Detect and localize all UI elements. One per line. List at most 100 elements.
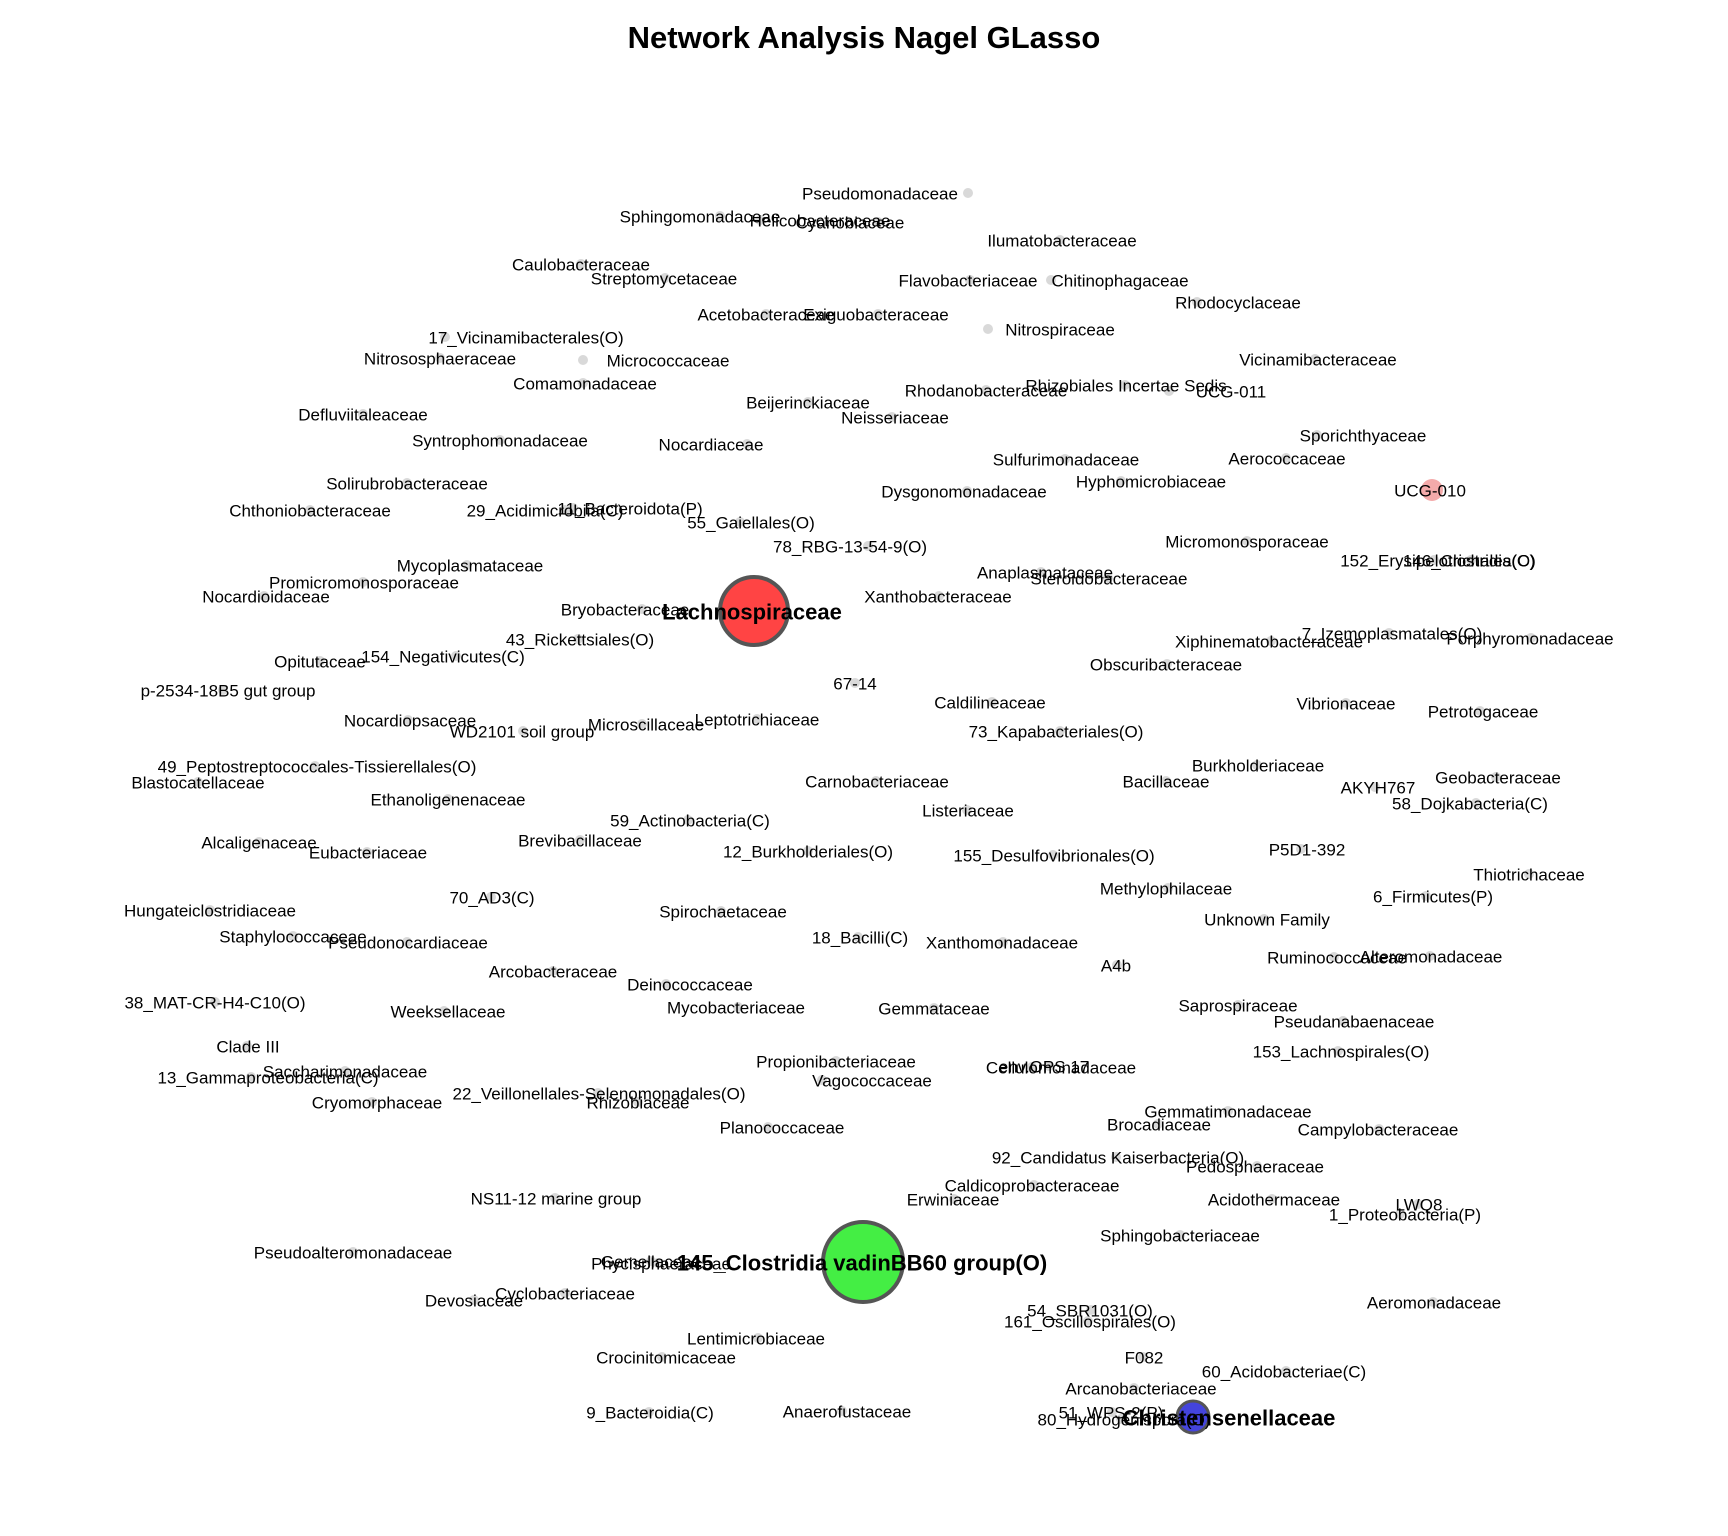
node-pseudoalteromonadaceae [348, 1247, 358, 1257]
label-layer: Pseudomonadaceae SphingomonadaceaeHelicob… [124, 185, 1614, 1431]
node-akyh767 [1370, 782, 1380, 792]
node-chitinophagaceae [1046, 275, 1056, 285]
node-146-clostridia-c [1466, 555, 1476, 565]
node-ruminococcaceae [1329, 952, 1339, 962]
node-label-p5d1-392: P5D1-392 [1269, 841, 1346, 860]
node-6-firmicutes-p [1421, 891, 1431, 901]
node-microscillaceae [637, 719, 647, 729]
node-nocardioidaceae [259, 591, 269, 601]
node-sulfurimonadaceae [1060, 454, 1070, 464]
node-xiphinematobacteraceae [1266, 636, 1276, 646]
node-58-dojkabacteria-c [1471, 798, 1481, 808]
node-70-ad3-c [486, 892, 496, 902]
node-label-porphyromonadaceae: Porphyromonadaceae [1446, 630, 1613, 649]
node-label-flavobacteriaceae: Flavobacteriaceae [899, 272, 1038, 291]
node-anaplasmataceae [1036, 567, 1046, 577]
node-label-erwiniaceae: Erwiniaceae [907, 1191, 1000, 1210]
node-label-73-kapabacteriales-o: 73_Kapabacteriales(O) [969, 723, 1144, 742]
node-rhodocyclaceae [1192, 297, 1202, 307]
node-label-saccharimonadaceae: Saccharimonadaceae [263, 1063, 427, 1082]
node-label-17-vicinamibacterales-o: 17_Vicinamibacterales(O) [428, 329, 623, 348]
node-label-planococcaceae: Planococcaceae [720, 1119, 845, 1138]
node-listeriaceae [962, 805, 972, 815]
node-label-comamonadaceae: Comamonadaceae [513, 375, 657, 394]
node-beijerinckiaceae [803, 397, 813, 407]
node-acidothermaceae [1267, 1194, 1277, 1204]
node-vicinamibacteraceae [1310, 354, 1320, 364]
node-label-hyphomicrobiaceae: Hyphomicrobiaceae [1076, 473, 1226, 492]
node-label-chitinophagaceae: Chitinophagaceae [1051, 272, 1188, 291]
node-label-cyanobiaceae: Cyanobiaceae [796, 214, 905, 233]
node-label-methylophilaceae: Methylophilaceae [1100, 880, 1232, 899]
node-flavobacteriaceae [965, 275, 975, 285]
node-pedosphaeraceae [1252, 1161, 1262, 1171]
node-label-defluviitaleaceae: Defluviitaleaceae [298, 406, 427, 425]
node-label-caldilineaceae: Caldilineaceae [934, 694, 1046, 713]
node-label-7-izemoplasmatales-o: 7_Izemoplasmatales(O) [1302, 625, 1482, 644]
node-label-155-desulfovibrionales-o: 155_Desulfovibrionales(O) [953, 847, 1154, 866]
node-7-izemoplasmatales-o [1384, 628, 1394, 638]
node-nocardiaceae [742, 439, 752, 449]
node-label-rhizobiales-incertae-sedis: Rhizobiales Incertae Sedis [1025, 377, 1226, 396]
node-label-akyh767: AKYH767 [1341, 779, 1416, 798]
node-acetobacteraceae [761, 309, 771, 319]
node-label-syntrophomonadaceae: Syntrophomonadaceae [412, 432, 588, 451]
node-label-146-clostridia-c: 146_Clostridia(C) [1403, 552, 1535, 571]
node-alteromonadaceae [1425, 951, 1435, 961]
node-label-59-actinobacteria-c: 59_Actinobacteria(C) [610, 812, 770, 831]
node-campylobacteraceae [1374, 1124, 1384, 1134]
node-label-lwq8: LWQ8 [1396, 1196, 1443, 1215]
node-label-obscuribacteraceae: Obscuribacteraceae [1090, 656, 1242, 675]
node-saccharimonadaceae [340, 1066, 350, 1076]
node-78-rbg-13-54-9-o [863, 541, 873, 551]
node-promicromonosporaceae [358, 577, 368, 587]
page-title: Network Analysis Nagel GLasso [627, 20, 1101, 55]
node-sphingomonadaceae [715, 211, 725, 221]
node-label-mycobacteriaceae: Mycobacteriaceae [667, 999, 805, 1018]
node-propionibacteriaceae [831, 1056, 841, 1066]
node-label-rhodanobacteraceae: Rhodanobacteraceae [905, 382, 1068, 401]
node-staphylococcaceae [288, 931, 298, 941]
node-12-burkholderiales-o [803, 846, 813, 856]
node-blastocatellaceae [193, 777, 203, 787]
node-92-candidatus-kaiserbacteria-o [1111, 1152, 1121, 1162]
node-label-arcobacteraceae: Arcobacteraceae [489, 963, 618, 982]
node-rhizobiaceae [633, 1097, 643, 1107]
node-p-2534-18b5-gut-group [218, 685, 228, 695]
node-label-micromonosporaceae: Micromonosporaceae [1165, 533, 1328, 552]
node-xanthobacteraceae [934, 591, 944, 601]
node-anaerofustaceae [837, 1406, 847, 1416]
node-gemmataceae [929, 1003, 939, 1013]
node-sphingobacteriaceae [1175, 1230, 1185, 1240]
node-hungateiclostridiaceae [205, 905, 215, 915]
node-17-vicinamibacterales-o [440, 332, 450, 342]
node-55-gaiellales-o [735, 517, 745, 527]
node-label-micrococcaceae: Micrococcaceae [607, 352, 730, 371]
node-label-154-negativicutes-c: 154_Negativicutes(C) [361, 648, 524, 667]
node-label-beijerinckiaceae: Beijerinckiaceae [746, 394, 870, 413]
node-13-gammaproteobacteria-c [246, 1072, 256, 1082]
node-label-listeriaceae: Listeriaceae [922, 802, 1014, 821]
node-burkholderiaceae [1252, 760, 1262, 770]
node-label-vicinamibacteraceae: Vicinamibacteraceae [1239, 351, 1397, 370]
node-label-38-mat-cr-h4-c10-o: 38_MAT-CR-H4-C10(O) [124, 994, 305, 1013]
node-brocadiaceae [1153, 1119, 1163, 1129]
node-geobacteraceae [1491, 772, 1501, 782]
node-label-phycisphaeraceae: Phycisphaeraceae [591, 1255, 731, 1274]
node-label-spirochaetaceae: Spirochaetaceae [659, 903, 787, 922]
node-label-xanthomonadaceae: Xanthomonadaceae [926, 934, 1078, 953]
node-1-proteobacteria-p [1395, 1209, 1405, 1219]
node-label-cryomorphaceae: Cryomorphaceae [312, 1094, 442, 1113]
node-label-92-candidatus-kaiserbacteria-o: 92_Candidatus Kaiserbacteria(O) [992, 1149, 1244, 1168]
node-label-acetobacteraceae: Acetobacteraceae [697, 306, 834, 325]
node-label-opitutaceae: Opitutaceae [274, 653, 366, 672]
node-label-1-proteobacteria-p: 1_Proteobacteria(P) [1329, 1206, 1481, 1225]
node-label-saprospiraceae: Saprospiraceae [1178, 997, 1297, 1016]
node-label-blastocatellaceae: Blastocatellaceae [131, 774, 264, 793]
node-comamonadaceae [578, 378, 588, 388]
node-145-clostridia-vadinbb60-group-o [821, 1220, 905, 1304]
node-label-caulobacteraceae: Caulobacteraceae [512, 256, 650, 275]
node-defluviitaleaceae [358, 409, 368, 419]
node-label-sporichthyaceae: Sporichthyaceae [1300, 427, 1427, 446]
node-label-78-rbg-13-54-9-o: 78_RBG-13-54-9(O) [773, 538, 927, 557]
